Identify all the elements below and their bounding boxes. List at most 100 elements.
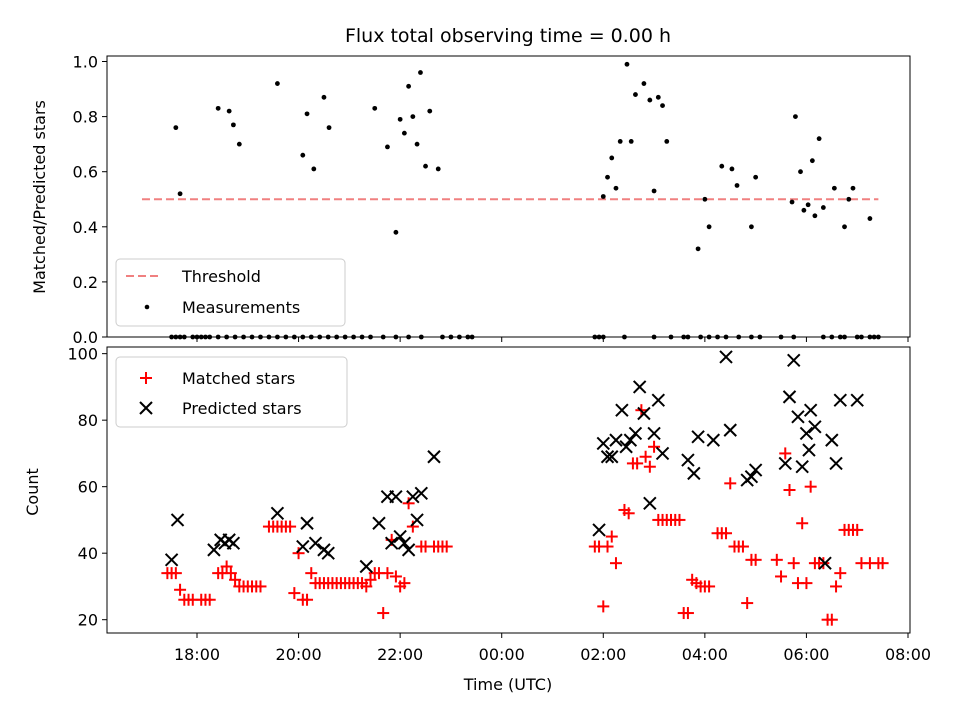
predicted-star-point xyxy=(833,393,847,407)
matched-star-point xyxy=(681,607,694,620)
measurement-point xyxy=(664,139,670,144)
predicted-star-point xyxy=(850,393,864,407)
top-panel-frame xyxy=(106,55,911,338)
matched-star-point xyxy=(169,567,182,580)
predicted-star-point xyxy=(782,390,797,404)
matched-star-point xyxy=(605,530,618,543)
predicted-star-point xyxy=(619,440,633,454)
measurement-point xyxy=(226,108,232,114)
bottom-y-tick-label: 80 xyxy=(78,411,98,430)
measurement-point xyxy=(816,136,822,142)
matched-star-point xyxy=(254,580,267,593)
matched-star-point xyxy=(601,540,614,553)
bottom-y-tick-label: 100 xyxy=(67,345,98,364)
matched-star-point xyxy=(834,567,847,580)
predicted-star-point xyxy=(637,406,651,421)
matched-star-point xyxy=(736,540,749,553)
matched-star-point xyxy=(440,540,453,553)
measurement-point xyxy=(177,191,183,197)
measurement-point xyxy=(609,155,615,161)
matched-star-point xyxy=(631,457,644,470)
predicted-star-point xyxy=(300,516,314,530)
bottom-y-axis-label: Count xyxy=(23,468,42,516)
predicted-star-point xyxy=(706,433,721,447)
matched-star-point xyxy=(779,447,792,460)
matched-star-point xyxy=(643,460,656,473)
matched-star-point xyxy=(724,477,737,490)
predicted-star-point xyxy=(226,536,241,550)
legend-matched-swatch xyxy=(140,372,152,384)
predicted-star-point xyxy=(691,430,705,444)
predicted-star-point xyxy=(596,436,610,451)
measurement-point xyxy=(753,174,759,180)
predicted-star-point xyxy=(414,486,429,501)
measurement-point xyxy=(275,81,280,86)
legend-predicted-swatch xyxy=(139,401,153,415)
measurement-point xyxy=(846,196,852,202)
predicted-star-point xyxy=(389,489,403,504)
top-y-tick-label: 0.8 xyxy=(73,108,98,127)
top-y-axis: 0.0 0.2 0.4 0.6 0.8 1.0 xyxy=(73,53,909,347)
predicted-star-point xyxy=(615,403,629,417)
predicted-star-point xyxy=(605,450,619,464)
measurement-point xyxy=(867,216,873,221)
x-tick-label: 18:00 xyxy=(174,645,220,664)
top-legend: Threshold Measurements xyxy=(115,258,346,327)
measurement-point xyxy=(617,139,623,144)
measurement-point xyxy=(647,97,653,103)
matched-star-point xyxy=(720,527,733,540)
matched-star-point xyxy=(377,607,390,620)
predicted-star-point xyxy=(787,353,801,368)
matched-star-point xyxy=(174,583,187,596)
predicted-star-point xyxy=(410,513,424,527)
measurement-point xyxy=(706,224,712,230)
predicted-star-point xyxy=(321,546,335,560)
measurement-point xyxy=(633,92,638,97)
measurement-point xyxy=(215,105,221,111)
legend-matched-label: Matched stars xyxy=(182,369,295,388)
measurement-point xyxy=(435,166,441,172)
bottom-y-axis: 20 40 60 80 100 xyxy=(67,345,107,630)
predicted-star-point xyxy=(681,453,695,467)
top-y-tick-label: 0.6 xyxy=(73,163,98,182)
x-axis-label: Time (UTC) xyxy=(463,675,552,694)
predicted-star-point xyxy=(359,559,373,574)
bottom-panel-frame xyxy=(106,346,911,634)
predicted-star-point xyxy=(802,443,816,457)
top-y-tick-label: 0.2 xyxy=(73,273,98,292)
measurement-point xyxy=(695,246,701,252)
measurement-point xyxy=(651,188,657,194)
matched-star-point xyxy=(224,567,237,580)
measurement-point xyxy=(719,163,725,169)
predicted-star-point xyxy=(825,433,839,447)
predicted-star-point xyxy=(829,456,843,471)
matched-star-point xyxy=(749,553,762,566)
predicted-star-point xyxy=(592,523,606,537)
matched-star-point xyxy=(229,573,242,586)
top-y-tick-label: 0.0 xyxy=(73,328,98,347)
x-tick-label: 08:00 xyxy=(885,645,931,664)
x-tick-label: 02:00 xyxy=(580,645,626,664)
matched-star-point xyxy=(775,570,788,583)
matched-star-point xyxy=(648,440,661,453)
measurement-point xyxy=(702,196,708,202)
predicted-star-point xyxy=(609,433,623,447)
predicted-star-point xyxy=(308,536,323,550)
x-tick-label: 04:00 xyxy=(682,645,728,664)
measurement-point xyxy=(414,141,420,147)
matched-star-point xyxy=(817,557,830,570)
predicted-star-point xyxy=(687,466,701,481)
matched-star-point xyxy=(876,557,889,570)
measurement-point xyxy=(173,125,179,131)
predicted-star-point xyxy=(808,420,822,434)
matched-star-point xyxy=(673,513,686,526)
predicted-star-point xyxy=(170,513,185,527)
legend-measurements-swatch xyxy=(144,304,150,310)
measurement-point xyxy=(734,183,740,188)
x-tick-label: 22:00 xyxy=(377,645,423,664)
bottom-plot-area xyxy=(161,350,889,626)
measurement-point xyxy=(410,114,416,120)
legend-measurements-label: Measurements xyxy=(182,298,300,317)
measurement-point xyxy=(304,111,310,117)
predicted-star-point xyxy=(744,469,759,484)
